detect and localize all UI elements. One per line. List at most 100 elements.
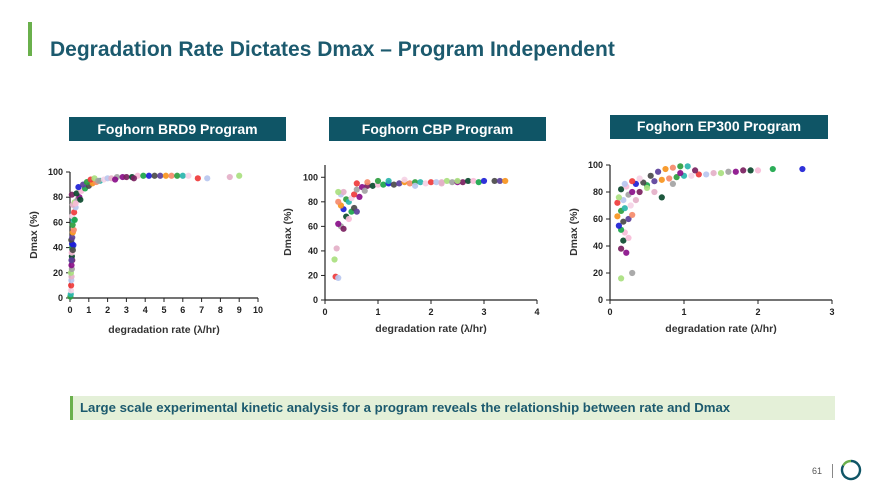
data-point xyxy=(621,180,628,187)
data-point xyxy=(70,226,77,234)
data-point xyxy=(632,197,639,204)
data-point xyxy=(71,209,78,216)
data-point xyxy=(335,274,342,282)
data-point xyxy=(335,220,342,228)
data-point xyxy=(162,172,169,179)
y-tick-label: 0 xyxy=(598,295,603,305)
data-point xyxy=(677,170,684,177)
data-point xyxy=(651,188,658,196)
data-point xyxy=(623,249,630,256)
x-tick-label: 1 xyxy=(681,307,686,317)
x-tick-label: 4 xyxy=(534,307,539,317)
x-axis-label: degradation rate (λ/hr) xyxy=(108,324,219,336)
data-point xyxy=(684,163,691,170)
data-point xyxy=(356,193,363,201)
data-point xyxy=(422,180,429,187)
data-point xyxy=(695,171,702,178)
data-point xyxy=(470,177,477,185)
callout-accent-bar xyxy=(70,396,73,420)
x-tick-label: 0 xyxy=(67,305,72,315)
data-point xyxy=(385,177,392,185)
x-tick-label: 1 xyxy=(86,305,91,315)
data-point xyxy=(618,275,625,282)
x-tick-label: 2 xyxy=(428,307,433,317)
data-point xyxy=(643,184,651,192)
data-point xyxy=(629,188,636,196)
brd9-program-label: Foghorn BRD9 Program xyxy=(69,117,286,141)
y-tick-label: 80 xyxy=(593,187,603,197)
data-point xyxy=(427,179,435,186)
data-point xyxy=(618,245,625,252)
data-point xyxy=(438,180,445,187)
data-point xyxy=(703,171,710,178)
data-point xyxy=(449,179,456,186)
data-point xyxy=(112,176,119,183)
data-point xyxy=(380,181,387,188)
data-point xyxy=(68,282,75,289)
data-point xyxy=(754,167,762,174)
y-axis-label: Dmax (%) xyxy=(28,211,40,259)
data-point xyxy=(465,177,472,185)
data-point xyxy=(636,188,643,196)
data-point xyxy=(406,180,413,187)
y-tick-label: 60 xyxy=(53,217,63,227)
data-point xyxy=(123,173,130,181)
data-point xyxy=(68,262,75,269)
y-tick-label: 60 xyxy=(593,214,603,224)
y-axis-label: Dmax (%) xyxy=(282,208,294,256)
data-point xyxy=(361,187,368,194)
data-point xyxy=(353,180,360,187)
y-tick-label: 40 xyxy=(593,241,603,251)
data-point xyxy=(688,172,695,179)
x-tick-label: 3 xyxy=(829,307,834,317)
x-tick-label: 2 xyxy=(105,305,110,315)
data-point xyxy=(433,179,440,186)
data-point xyxy=(475,179,482,186)
x-axis-label: degradation rate (λ/hr) xyxy=(665,323,776,335)
data-point xyxy=(345,215,352,223)
data-point xyxy=(692,167,699,174)
y-tick-label: 0 xyxy=(313,295,318,305)
x-axis-label: degradation rate (λ/hr) xyxy=(375,323,486,335)
data-point xyxy=(75,184,82,191)
data-point xyxy=(647,172,654,179)
data-point xyxy=(168,172,175,179)
data-point xyxy=(669,180,676,187)
data-point xyxy=(412,182,419,189)
x-tick-label: 1 xyxy=(375,307,380,317)
data-point xyxy=(625,234,632,241)
data-point xyxy=(725,168,732,175)
data-point xyxy=(396,180,403,187)
data-point xyxy=(351,191,358,198)
data-point xyxy=(502,177,509,185)
data-point xyxy=(491,177,498,185)
data-point xyxy=(204,175,211,182)
data-point xyxy=(194,175,201,182)
data-point xyxy=(614,199,621,206)
data-point xyxy=(496,177,503,185)
data-point xyxy=(627,202,634,209)
y-tick-label: 40 xyxy=(308,246,318,256)
data-point xyxy=(71,216,78,223)
y-tick-label: 100 xyxy=(48,167,63,177)
x-tick-label: 0 xyxy=(607,307,612,317)
data-point xyxy=(621,205,628,212)
data-point xyxy=(615,194,622,201)
data-point xyxy=(374,177,382,185)
x-tick-label: 3 xyxy=(481,307,486,317)
data-point xyxy=(73,190,80,197)
data-point xyxy=(740,167,747,174)
data-point xyxy=(620,197,627,204)
data-point xyxy=(620,237,627,244)
takeaway-callout: Large scale experimental kinetic analysi… xyxy=(70,396,835,420)
y-axis-label: Dmax (%) xyxy=(568,208,580,256)
data-point xyxy=(658,194,665,201)
y-tick-label: 20 xyxy=(53,268,63,278)
x-tick-label: 8 xyxy=(218,305,223,315)
y-tick-label: 20 xyxy=(593,268,603,278)
y-tick-label: 0 xyxy=(58,293,63,303)
data-point xyxy=(717,170,725,177)
data-point xyxy=(710,170,717,177)
x-tick-label: 2 xyxy=(755,307,760,317)
